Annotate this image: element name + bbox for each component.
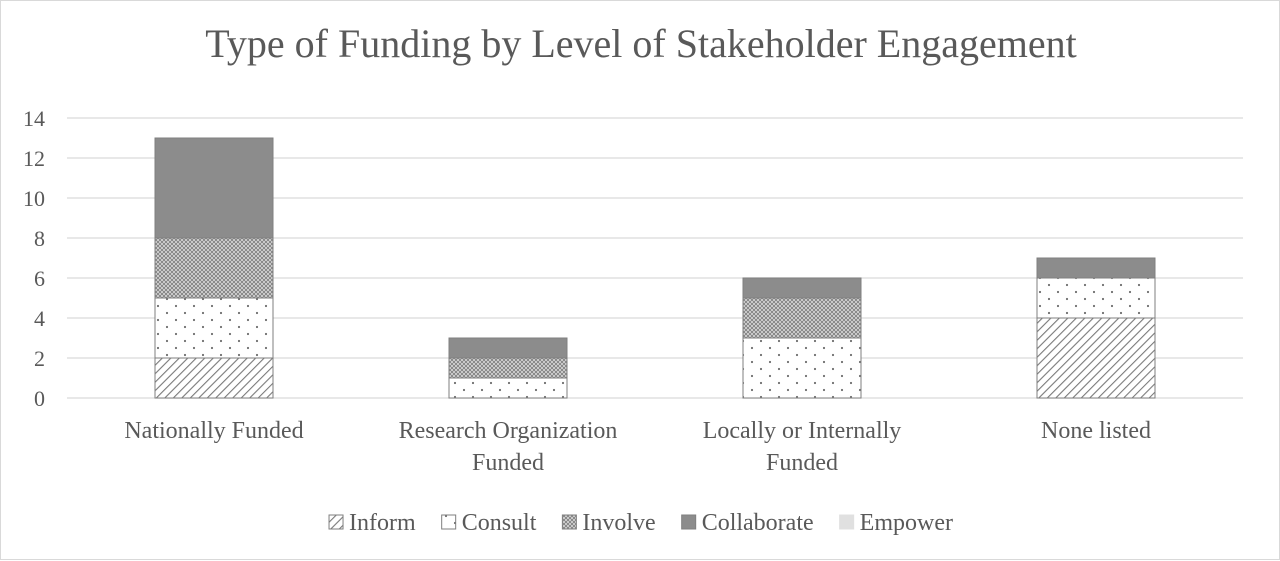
y-axis-tick-labels: 0 2 4 6 8 10 12 14 [23, 106, 45, 411]
bar-segment-consult [742, 337, 862, 399]
legend-swatch-empower [839, 514, 855, 530]
bar-segment-collaborate [448, 337, 568, 359]
legend-item-consult: Consult [441, 510, 537, 536]
x-category-label: None listed [1041, 418, 1151, 444]
bar-segment-consult [1036, 277, 1156, 319]
legend-label: Empower [860, 510, 953, 536]
legend: Inform Consult Involve Collaborate Empower [328, 510, 953, 536]
y-tick-label: 2 [34, 346, 45, 371]
y-tick-label: 0 [34, 386, 45, 411]
legend-label: Collaborate [702, 510, 814, 536]
legend-label: Consult [462, 510, 537, 536]
bar-segment-collaborate [1036, 257, 1156, 279]
bar-segment-involve [154, 237, 274, 299]
legend-label: Inform [349, 510, 416, 536]
y-tick-label: 10 [23, 186, 45, 211]
y-tick-label: 6 [34, 266, 45, 291]
bar-segment-collaborate [154, 137, 274, 239]
bar-segment-consult [154, 297, 274, 359]
bar-segment-collaborate [742, 277, 862, 299]
legend-item-empower: Empower [839, 510, 953, 536]
legend-item-inform: Inform [328, 510, 416, 536]
legend-swatch-consult [441, 514, 457, 530]
x-category-label: Locally or Internally [703, 418, 902, 444]
y-tick-label: 8 [34, 226, 45, 251]
bars [154, 137, 1156, 399]
legend-label: Involve [582, 510, 655, 536]
y-tick-label: 12 [23, 146, 45, 171]
legend-swatch-collaborate [681, 514, 697, 530]
legend-item-collaborate: Collaborate [681, 510, 814, 536]
legend-swatch-inform [328, 514, 344, 530]
chart-title: Type of Funding by Level of Stakeholder … [205, 21, 1076, 66]
y-tick-label: 14 [23, 106, 45, 131]
x-category-label: Nationally Funded [124, 418, 303, 444]
bar-segment-involve [448, 357, 568, 379]
bar-segment-inform [154, 357, 274, 399]
x-category-label: Research Organization [399, 418, 618, 444]
x-category-label: Funded [766, 450, 838, 476]
bar-segment-involve [742, 297, 862, 339]
bar-segment-inform [1036, 317, 1156, 399]
y-tick-label: 4 [34, 306, 45, 331]
x-axis-category-labels: Nationally Funded Research Organization Fu… [124, 418, 1151, 476]
bar-segment-consult [448, 377, 568, 399]
x-category-label: Funded [472, 450, 544, 476]
legend-swatch-involve [561, 514, 577, 530]
legend-item-involve: Involve [561, 510, 656, 536]
